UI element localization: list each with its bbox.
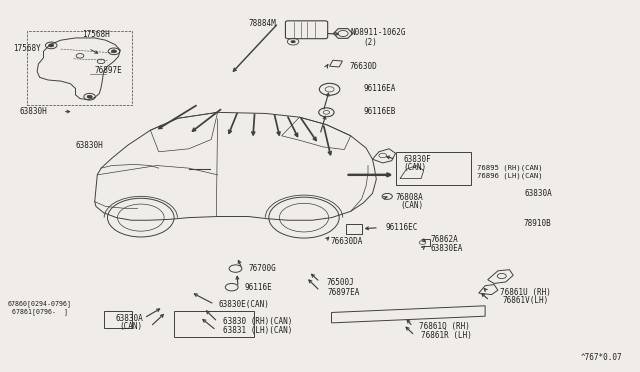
Text: 96116EC: 96116EC xyxy=(385,223,418,232)
Bar xyxy=(174,311,254,337)
Bar xyxy=(346,224,362,234)
Text: 76700G: 76700G xyxy=(248,264,276,273)
Text: 76861Q (RH): 76861Q (RH) xyxy=(419,322,470,331)
Text: 96116EB: 96116EB xyxy=(364,107,396,116)
Text: 63830E(CAN): 63830E(CAN) xyxy=(219,300,269,309)
Circle shape xyxy=(49,44,54,47)
Text: 63830H: 63830H xyxy=(76,141,103,150)
Circle shape xyxy=(111,50,116,53)
Text: N08911-1062G: N08911-1062G xyxy=(351,28,406,37)
Text: 76861R (LH): 76861R (LH) xyxy=(421,331,472,340)
Text: 96116E: 96116E xyxy=(244,283,272,292)
Text: (2): (2) xyxy=(363,38,377,47)
Text: 17568Y: 17568Y xyxy=(13,44,40,53)
Circle shape xyxy=(291,40,296,43)
Text: 76861V(LH): 76861V(LH) xyxy=(502,296,548,305)
Text: 76896 (LH)(CAN): 76896 (LH)(CAN) xyxy=(477,172,543,179)
Text: (CAN): (CAN) xyxy=(403,163,426,172)
Text: 76897E: 76897E xyxy=(95,66,122,75)
Text: 63830H: 63830H xyxy=(19,107,47,116)
Text: 78884M: 78884M xyxy=(248,19,276,28)
Text: 76630D: 76630D xyxy=(349,62,377,71)
Text: 17568H: 17568H xyxy=(82,30,109,39)
Text: 63830F: 63830F xyxy=(403,155,431,164)
Text: 76500J: 76500J xyxy=(326,278,354,287)
Bar xyxy=(104,311,132,328)
Text: (CAN): (CAN) xyxy=(119,322,142,331)
Text: 76808A: 76808A xyxy=(396,193,423,202)
Text: 76862A: 76862A xyxy=(430,235,458,244)
Text: ^767*0.07: ^767*0.07 xyxy=(580,353,622,362)
Text: 63830EA: 63830EA xyxy=(430,244,463,253)
Text: 76897EA: 76897EA xyxy=(328,288,360,296)
Text: 96116EA: 96116EA xyxy=(364,84,396,93)
Text: 63831 (LH)(CAN): 63831 (LH)(CAN) xyxy=(223,326,292,335)
Text: 76861U (RH): 76861U (RH) xyxy=(500,288,551,296)
Text: 67860[0294-0796]: 67860[0294-0796] xyxy=(8,300,72,307)
Bar xyxy=(27,31,132,105)
Text: 63830A: 63830A xyxy=(525,189,552,198)
Text: 76630DA: 76630DA xyxy=(330,237,363,246)
Text: 78910B: 78910B xyxy=(524,219,551,228)
Text: (CAN): (CAN) xyxy=(401,201,424,210)
Bar xyxy=(396,152,471,185)
Circle shape xyxy=(87,95,92,98)
Text: 67861[0796-  ]: 67861[0796- ] xyxy=(12,308,68,315)
Text: 63830A: 63830A xyxy=(115,314,143,323)
Text: 76895 (RH)(CAN): 76895 (RH)(CAN) xyxy=(477,165,543,171)
Text: 63830 (RH)(CAN): 63830 (RH)(CAN) xyxy=(223,317,292,326)
